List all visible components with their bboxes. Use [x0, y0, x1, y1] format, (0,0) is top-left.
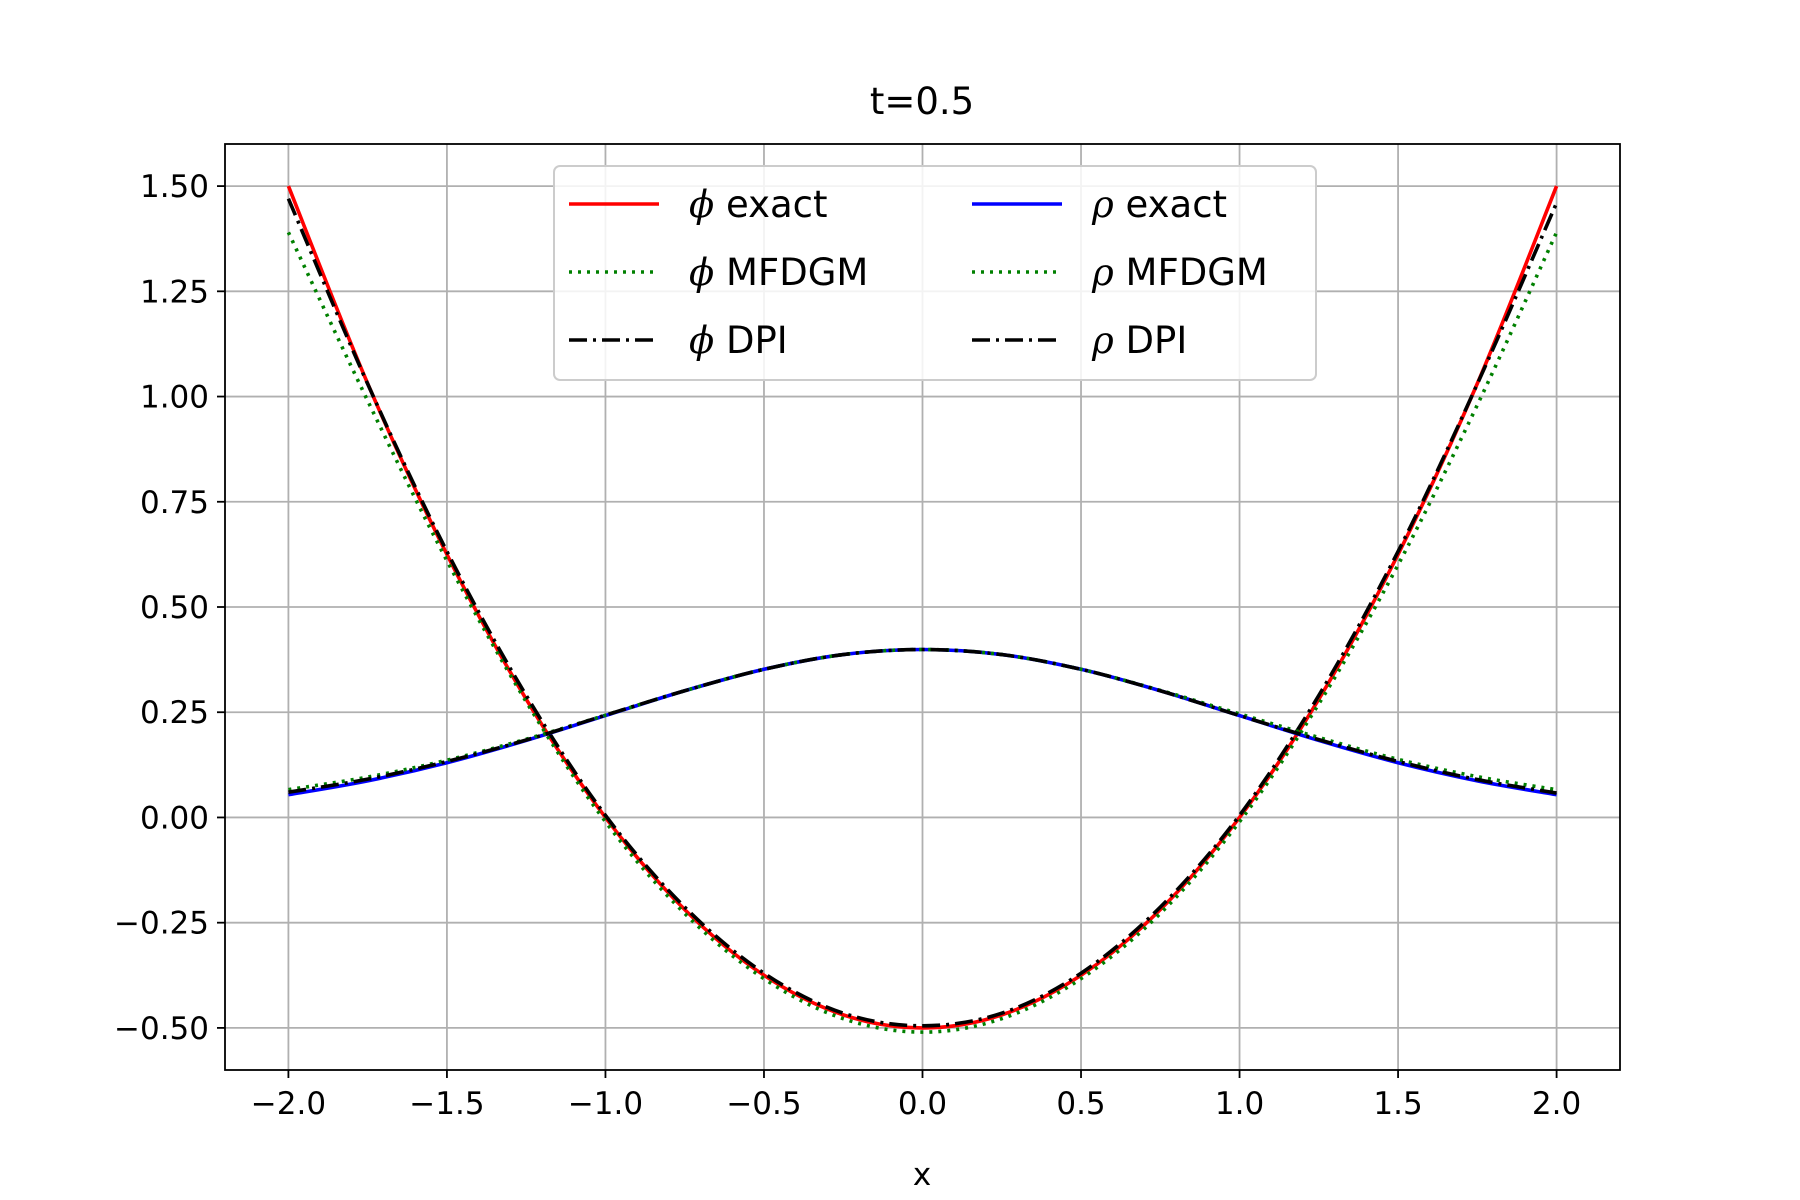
x-tick-label: 1.0 [1215, 1086, 1264, 1122]
y-tick-label: 0.25 [140, 695, 209, 731]
legend-entry-label: ϕ DPI [689, 319, 788, 362]
y-tick-label: 1.50 [140, 169, 209, 205]
y-tick-label: 1.25 [140, 274, 209, 310]
series-layer [286, 185, 1559, 1034]
x-tick-label: 0.0 [898, 1086, 947, 1122]
legend-entry-label: ρ DPI [1091, 319, 1187, 362]
x-axis-ticks: −2.0 −1.5 −1.0 −0.5 0.0 0.5 1.0 1.5 2.0 [251, 1070, 1581, 1122]
legend-entry-label: ϕ MFDGM [689, 251, 868, 294]
x-tick-label: −0.5 [726, 1086, 801, 1122]
y-axis-ticks: −0.50 −0.25 0.00 0.25 0.50 0.75 1.00 1.25 1.50 [114, 169, 225, 1047]
y-tick-label: 0.50 [140, 590, 209, 626]
y-tick-label: 1.00 [140, 380, 209, 416]
legend-box [553, 165, 1317, 381]
y-tick-label: 0.75 [140, 485, 209, 521]
y-tick-label: 0.00 [140, 800, 209, 836]
y-tick-label: −0.50 [114, 1011, 209, 1047]
legend-entry-label: ρ exact [1091, 183, 1227, 226]
x-tick-label: 1.5 [1373, 1086, 1422, 1122]
x-axis-title: x [913, 1157, 931, 1193]
legend-entry-label: ϕ exact [689, 183, 828, 226]
y-tick-label: −0.25 [114, 906, 209, 942]
x-tick-label: 2.0 [1532, 1086, 1581, 1122]
legend: ϕ exact ϕ MFDGM ϕ DPI ρ exact ρ MFDGM ρ DPI [553, 165, 1317, 381]
x-tick-label: 0.5 [1056, 1086, 1105, 1122]
legend-entry-label: ρ MFDGM [1091, 251, 1268, 294]
x-tick-label: −2.0 [251, 1086, 326, 1122]
x-tick-label: −1.0 [568, 1086, 643, 1122]
series-line-ρ-mfdgm [288, 647, 1557, 792]
series-line-ρ-dpi [288, 647, 1557, 795]
series-line-ϕ-dpi [286, 198, 1559, 1028]
x-tick-label: −1.5 [409, 1086, 484, 1122]
series-line-ϕ-mfdgm [286, 231, 1559, 1034]
chart-title: t=0.5 [870, 80, 974, 123]
